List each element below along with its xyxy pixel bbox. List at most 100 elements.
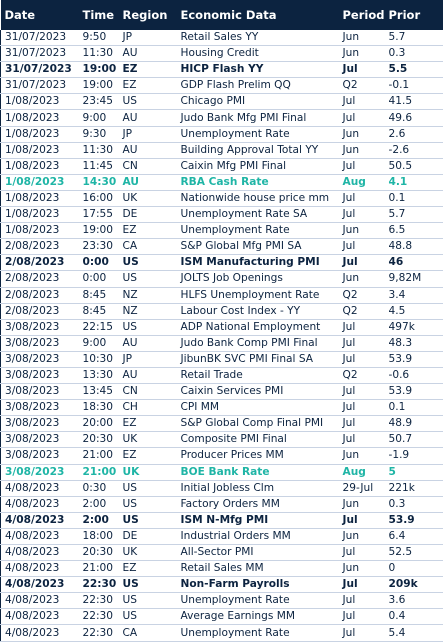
table-cell: CN bbox=[118, 158, 177, 175]
table-cell: Q2 bbox=[338, 287, 385, 304]
table-cell: HLFS Unemployment Rate bbox=[176, 287, 339, 304]
table-cell: Q2 bbox=[338, 367, 385, 385]
table-cell: 5 bbox=[384, 464, 443, 481]
table-row: 4/08/2023 22:30 US Unemployment Rate Jul 3.6 bbox=[0, 592, 443, 610]
table-cell: 11:45 bbox=[78, 158, 119, 175]
table-cell: 2/08/2023 bbox=[0, 270, 79, 288]
table-row: 4/08/2023 0:30 US Initial Jobless Clm 29-Jul… bbox=[0, 479, 443, 497]
table-cell: 2:00 bbox=[78, 496, 119, 513]
table-row: 3/08/2023 10:30 JP JibunBK SVC PMI Final SA… bbox=[0, 351, 443, 368]
table-cell: US bbox=[118, 592, 177, 610]
table-cell: EZ bbox=[118, 560, 177, 578]
table-cell: S&P Global Comp Final PMI bbox=[176, 415, 339, 433]
table-cell: Jul bbox=[338, 399, 385, 417]
table-cell: NZ bbox=[118, 303, 177, 320]
table-cell: 16:00 bbox=[78, 190, 119, 208]
table-cell: 3/08/2023 bbox=[0, 383, 79, 401]
table-cell: Jul bbox=[338, 576, 385, 594]
table-cell: CA bbox=[118, 624, 177, 642]
table-row: 3/08/2023 20:00 EZ S&P Global Comp Final PM… bbox=[0, 415, 443, 433]
table-cell: 1/08/2023 bbox=[0, 126, 79, 143]
table-cell: 11:30 bbox=[78, 142, 119, 159]
table-row: 1/08/2023 19:00 EZ Unemployment Rate Jun 6.5 bbox=[0, 222, 443, 240]
table-cell: CPI MM bbox=[176, 399, 339, 417]
table-cell: 1/08/2023 bbox=[0, 222, 79, 240]
table-cell: 4/08/2023 bbox=[0, 576, 79, 594]
table-cell: GDP Flash Prelim QQ bbox=[176, 77, 339, 95]
table-cell: 22:30 bbox=[78, 576, 119, 594]
table-cell: Jun bbox=[338, 126, 385, 143]
table-cell: Jul bbox=[338, 335, 385, 352]
table-cell: HICP Flash YY bbox=[176, 61, 339, 79]
table-cell: 18:30 bbox=[78, 399, 119, 417]
table-row: 1/08/2023 9:00 AU Judo Bank Mfg PMI Final Ju… bbox=[0, 109, 443, 127]
table-cell: 3/08/2023 bbox=[0, 318, 79, 336]
table-row: 3/08/2023 21:00 UK BOE Bank Rate Aug 5 bbox=[0, 464, 443, 481]
table-row: 31/07/2023 11:30 AU Housing Credit Jun 0.3 bbox=[0, 45, 443, 63]
table-row: 1/08/2023 14:30 AU RBA Cash Rate Aug 4.1 bbox=[0, 174, 443, 191]
table-cell: 20:30 bbox=[78, 544, 119, 562]
table-cell: 3.6 bbox=[384, 592, 443, 610]
column-header: Date bbox=[4, 8, 36, 22]
table-cell: 10:30 bbox=[78, 351, 119, 368]
table-row: 4/08/2023 18:00 DE Industrial Orders MM Jun 6… bbox=[0, 528, 443, 546]
table-row: 4/08/2023 20:30 UK All-Sector PMI Jul 52.5 bbox=[0, 544, 443, 562]
table-cell: Judo Bank Mfg PMI Final bbox=[176, 109, 339, 127]
table-cell: 1/08/2023 bbox=[0, 206, 79, 224]
header-row: Date Time Region Economic Data Period Prior bbox=[0, 0, 443, 30]
table-row: 1/08/2023 17:55 DE Unemployment Rate SA Jul 5… bbox=[0, 206, 443, 224]
table-cell: 3/08/2023 bbox=[0, 367, 79, 385]
table-cell: 9:30 bbox=[78, 126, 119, 143]
table-row: 2/08/2023 0:00 US ISM Manufacturing PMI Jul 4… bbox=[0, 254, 443, 272]
table-cell: Building Approval Total YY bbox=[176, 142, 339, 159]
table-cell: Jun bbox=[338, 45, 385, 63]
table-cell: 9:50 bbox=[78, 30, 119, 47]
table-cell: AU bbox=[118, 109, 177, 127]
table-cell: Jul bbox=[338, 383, 385, 401]
table-cell: EZ bbox=[118, 447, 177, 465]
table-cell: 4/08/2023 bbox=[0, 624, 79, 642]
table-row: 1/08/2023 23:45 US Chicago PMI Jul 41.5 bbox=[0, 93, 443, 111]
table-cell: 18:00 bbox=[78, 528, 119, 546]
table-cell: Unemployment Rate bbox=[176, 222, 339, 240]
table-cell: EZ bbox=[118, 415, 177, 433]
table-cell: 8:45 bbox=[78, 303, 119, 320]
table-cell: 0:30 bbox=[78, 479, 119, 497]
table-cell: Jun bbox=[338, 30, 385, 47]
table-cell: Average Earnings MM bbox=[176, 608, 339, 626]
table-cell: US bbox=[118, 254, 177, 272]
table-cell: Factory Orders MM bbox=[176, 496, 339, 513]
table-cell: 4/08/2023 bbox=[0, 512, 79, 529]
table-cell: 41.5 bbox=[384, 93, 443, 111]
table-row: 2/08/2023 23:30 CA S&P Global Mfg PMI SA Jul… bbox=[0, 238, 443, 256]
table-cell: 50.7 bbox=[384, 431, 443, 449]
table-row: 2/08/2023 0:00 US JOLTS Job Openings Jun 9,82… bbox=[0, 270, 443, 288]
table-cell: Jul bbox=[338, 206, 385, 224]
table-cell: Chicago PMI bbox=[176, 93, 339, 111]
table-cell: Unemployment Rate bbox=[176, 126, 339, 143]
table-cell: US bbox=[118, 93, 177, 111]
table-cell: 50.5 bbox=[384, 158, 443, 175]
table-cell: Housing Credit bbox=[176, 45, 339, 63]
table-cell: 1/08/2023 bbox=[0, 158, 79, 175]
table-cell: 0.4 bbox=[384, 608, 443, 626]
column-header: Economic Data bbox=[180, 8, 277, 22]
table-row: 1/08/2023 11:45 CN Caixin Mfg PMI Final Jul 5… bbox=[0, 158, 443, 175]
column-header: Region bbox=[122, 8, 168, 22]
table-cell: 8:45 bbox=[78, 287, 119, 304]
table-row: 1/08/2023 9:30 JP Unemployment Rate Jun 2.6 bbox=[0, 126, 443, 143]
table-cell: US bbox=[118, 576, 177, 594]
table-cell: Retail Sales YY bbox=[176, 30, 339, 47]
table-cell: 9,82M bbox=[384, 270, 443, 288]
table-cell: 22:30 bbox=[78, 592, 119, 610]
table-cell: Jun bbox=[338, 142, 385, 159]
table-cell: EZ bbox=[118, 77, 177, 95]
table-cell: 20:30 bbox=[78, 431, 119, 449]
table-cell: CN bbox=[118, 383, 177, 401]
table-cell: Composite PMI Final bbox=[176, 431, 339, 449]
table-cell: 4/08/2023 bbox=[0, 528, 79, 546]
table-cell: 5.5 bbox=[384, 61, 443, 79]
table-row: 3/08/2023 20:30 UK Composite PMI Final Jul 50… bbox=[0, 431, 443, 449]
table-cell: Q2 bbox=[338, 77, 385, 95]
